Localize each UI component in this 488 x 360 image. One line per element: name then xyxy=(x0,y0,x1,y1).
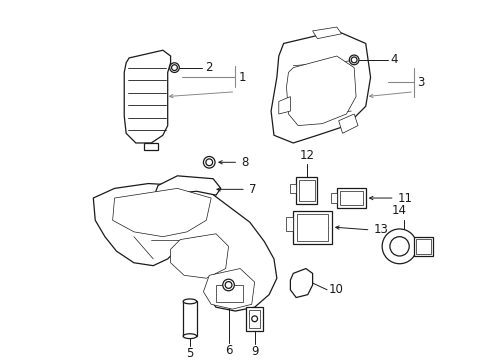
Bar xyxy=(293,211,331,244)
Text: 4: 4 xyxy=(390,53,398,66)
Bar xyxy=(183,301,196,336)
Text: 6: 6 xyxy=(224,344,232,357)
Text: 1: 1 xyxy=(238,71,245,84)
Ellipse shape xyxy=(183,334,196,339)
Bar xyxy=(330,193,336,203)
Polygon shape xyxy=(155,176,221,198)
Circle shape xyxy=(205,159,212,166)
Text: 8: 8 xyxy=(241,156,248,169)
Polygon shape xyxy=(203,269,254,309)
Polygon shape xyxy=(93,184,276,311)
Bar xyxy=(339,191,362,205)
Circle shape xyxy=(389,237,408,256)
Polygon shape xyxy=(338,114,357,133)
Bar xyxy=(290,184,296,193)
Bar xyxy=(413,237,432,256)
Polygon shape xyxy=(124,50,170,143)
Ellipse shape xyxy=(183,299,196,304)
Text: 13: 13 xyxy=(373,224,387,237)
Circle shape xyxy=(224,282,231,288)
Circle shape xyxy=(350,57,356,63)
Polygon shape xyxy=(270,31,370,143)
Polygon shape xyxy=(286,56,355,126)
Text: 12: 12 xyxy=(299,149,314,162)
Text: 3: 3 xyxy=(416,76,424,89)
Circle shape xyxy=(203,157,215,168)
Bar xyxy=(216,285,243,302)
Circle shape xyxy=(169,63,179,72)
Bar xyxy=(415,239,430,254)
Text: 5: 5 xyxy=(186,347,193,360)
Circle shape xyxy=(223,279,234,291)
Bar xyxy=(248,310,260,328)
Text: 14: 14 xyxy=(391,204,406,217)
Bar xyxy=(299,180,314,201)
Circle shape xyxy=(171,65,177,71)
Circle shape xyxy=(348,55,358,65)
Bar xyxy=(336,188,365,208)
Polygon shape xyxy=(170,234,228,278)
Bar xyxy=(297,215,327,240)
Circle shape xyxy=(251,316,257,322)
Text: 10: 10 xyxy=(328,283,343,296)
Text: 2: 2 xyxy=(205,61,212,74)
Text: 9: 9 xyxy=(250,345,258,358)
Text: 7: 7 xyxy=(248,183,256,196)
Circle shape xyxy=(382,229,416,264)
Bar xyxy=(285,217,293,231)
Polygon shape xyxy=(112,188,211,237)
Polygon shape xyxy=(143,143,158,150)
Bar xyxy=(245,307,263,331)
Bar xyxy=(296,177,317,204)
Text: 11: 11 xyxy=(397,192,412,204)
Polygon shape xyxy=(278,96,290,114)
Polygon shape xyxy=(312,27,341,39)
Polygon shape xyxy=(290,269,312,297)
